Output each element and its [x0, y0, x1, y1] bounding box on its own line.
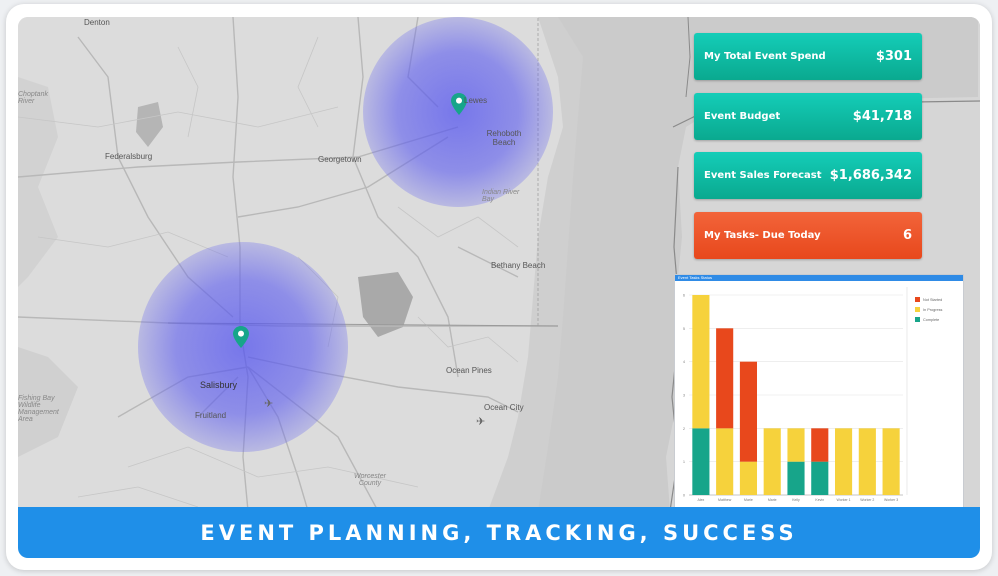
bar-segment — [858, 428, 876, 495]
banner: EVENT PLANNING, TRACKING, SUCCESS — [18, 507, 980, 558]
kpi-card-tasks-due-today[interactable]: My Tasks- Due Today 6 — [694, 212, 922, 259]
place-label: Bethany Beach — [491, 261, 546, 270]
kpi-card-event-sales-forecast[interactable]: Event Sales Forecast $1,686,342 — [694, 152, 922, 199]
x-tick-label: Kevin — [815, 498, 824, 502]
place-label: Choptank River — [18, 91, 48, 105]
place-label: Rehoboth Beach — [486, 129, 522, 147]
place-label: Worcester County — [354, 473, 386, 487]
x-tick-label: Worker 1 — [836, 498, 850, 502]
legend-label: Complete — [923, 318, 939, 322]
kpi-label: Event Sales Forecast — [704, 170, 822, 181]
y-tick-label: 1 — [683, 460, 685, 464]
airport-icon: ✈ — [264, 398, 274, 410]
place-label: Indian River Bay — [482, 189, 520, 203]
y-tick-label: 0 — [683, 494, 685, 498]
kpi-value: $1,686,342 — [829, 168, 912, 183]
bar-segment — [882, 428, 900, 495]
y-tick-label: 4 — [683, 360, 685, 364]
y-tick-label: 3 — [683, 394, 685, 398]
bar-segment — [834, 428, 853, 495]
bar-segment — [811, 428, 829, 462]
bar-segment — [692, 428, 710, 495]
location-pin-icon[interactable] — [233, 326, 249, 348]
bar-segment — [739, 361, 758, 462]
kpi-label: Event Budget — [704, 111, 781, 122]
airport-icon: ✈ — [476, 416, 486, 428]
kpi-value: $41,718 — [852, 109, 912, 124]
legend-label: Not Started — [923, 298, 942, 302]
y-tick-label: 2 — [683, 427, 685, 431]
bar-segment — [692, 295, 710, 429]
place-label: Georgetown — [318, 155, 362, 164]
kpi-card-event-budget[interactable]: Event Budget $41,718 — [694, 93, 922, 140]
x-tick-label: Marie — [744, 498, 753, 502]
x-tick-label: Alex — [697, 498, 704, 502]
bar-segment — [763, 428, 781, 495]
bar-segment — [716, 328, 734, 429]
place-label: Ocean City — [484, 403, 524, 412]
kpi-label: My Total Event Spend — [704, 51, 826, 62]
x-tick-label: Matthew — [718, 498, 732, 502]
place-label: Salisbury — [200, 380, 238, 390]
legend-label: In Progress — [923, 308, 943, 312]
x-tick-label: Worker 2 — [860, 498, 874, 502]
heatmap-spot-salisbury — [138, 242, 348, 452]
place-label: Ocean Pines — [446, 366, 492, 375]
place-label: Federalsburg — [105, 152, 153, 161]
x-tick-label: Kelly — [792, 498, 800, 502]
place-label: Fishing Bay Wildlife Management Area — [18, 395, 59, 423]
legend-swatch — [915, 297, 920, 302]
x-tick-label: Worker 3 — [884, 498, 898, 502]
kpi-value: $301 — [875, 49, 912, 64]
place-label: Denton — [84, 18, 110, 27]
place-label: Fruitland — [195, 411, 227, 420]
bar-segment — [787, 461, 805, 495]
stacked-bar-chart: 0 1 2 3 4 5 6 Alex Matthew Marie Marie Kelly Kevin Wo… — [683, 287, 943, 502]
y-tick-label: 6 — [683, 294, 685, 298]
bar-segment — [739, 461, 758, 495]
y-tick-label: 5 — [683, 327, 685, 331]
legend-swatch — [915, 307, 920, 312]
legend-swatch — [915, 317, 920, 322]
kpi-value: 6 — [902, 228, 912, 243]
place-label: Lewes — [464, 96, 488, 105]
kpi-card-total-event-spend[interactable]: My Total Event Spend $301 — [694, 33, 922, 80]
bar-segment — [811, 461, 829, 495]
banner-text: EVENT PLANNING, TRACKING, SUCCESS — [200, 520, 798, 545]
event-tasks-chart-panel: Event Tasks Status 0 1 2 3 4 5 6 Alex Matthew Mar… — [674, 274, 964, 511]
x-tick-label: Marie — [768, 498, 777, 502]
bar-segment — [787, 428, 805, 462]
location-pin-icon[interactable] — [451, 93, 467, 115]
kpi-label: My Tasks- Due Today — [704, 230, 821, 241]
chart-titlebar: Event Tasks Status — [675, 275, 963, 281]
map-view[interactable]: ✈ ✈ Denton Choptank River Federalsburg G… — [18, 17, 980, 511]
bar-segment — [716, 428, 734, 495]
